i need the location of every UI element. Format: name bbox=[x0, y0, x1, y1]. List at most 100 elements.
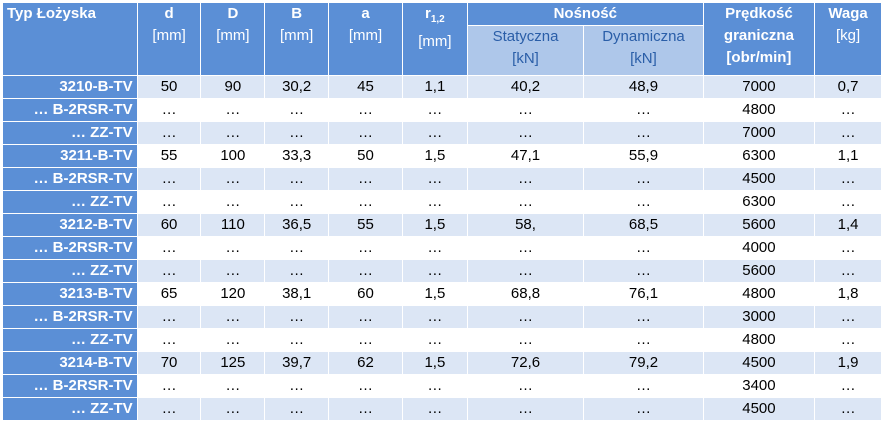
table-row: 3214-B-TV 70 125 39,7 62 1,5 72,6 79,2 4500 1,9 bbox=[2, 351, 882, 375]
row-type-cell: … ZZ-TV bbox=[2, 397, 138, 421]
cell-D: 125 bbox=[200, 351, 266, 375]
cell-B: … bbox=[264, 328, 330, 352]
header-speed-line1: Prędkość bbox=[725, 5, 793, 22]
row-type-cell: 3213-B-TV bbox=[2, 282, 138, 306]
cell-D: … bbox=[200, 328, 266, 352]
table-row: … B-2RSR-TV………………… 3000… bbox=[2, 305, 882, 329]
cell-weight: 1,8 bbox=[814, 282, 882, 306]
cell-d: 50 bbox=[136, 75, 202, 99]
header-weight-label: Waga bbox=[828, 5, 868, 22]
table-body: 3210-B-TV 50 90 30,2 45 1,1 40,2 48,9 7000 0,7… B… bbox=[2, 75, 882, 421]
row-type-cell: 3211-B-TV bbox=[2, 144, 138, 168]
cell-r: … bbox=[401, 305, 468, 329]
cell-B: … bbox=[264, 121, 330, 145]
cell-dyn: … bbox=[583, 190, 704, 214]
header-dynamic-label: Dynamiczna bbox=[602, 28, 685, 45]
cell-speed: 4500 bbox=[702, 167, 816, 191]
cell-weight: 1,4 bbox=[814, 213, 882, 237]
cell-d: … bbox=[136, 98, 202, 122]
cell-r: … bbox=[401, 98, 468, 122]
cell-r: 1,5 bbox=[401, 351, 468, 375]
cell-speed: 6300 bbox=[702, 144, 816, 168]
cell-B: … bbox=[264, 374, 330, 398]
cell-B: … bbox=[264, 397, 330, 421]
cell-speed: 4500 bbox=[702, 351, 816, 375]
table-row: … ZZ-TV………………… 5600… bbox=[2, 259, 882, 283]
cell-dyn: … bbox=[583, 259, 704, 283]
cell-dyn: … bbox=[583, 236, 704, 260]
cell-speed: 7000 bbox=[702, 121, 816, 145]
cell-speed: 4500 bbox=[702, 397, 816, 421]
cell-speed: 4800 bbox=[702, 98, 816, 122]
cell-B: … bbox=[264, 259, 330, 283]
cell-speed: 4800 bbox=[702, 328, 816, 352]
cell-speed: 5600 bbox=[702, 259, 816, 283]
cell-dyn: 68,5 bbox=[583, 213, 704, 237]
cell-B: … bbox=[264, 236, 330, 260]
row-type-cell: … B-2RSR-TV bbox=[2, 98, 138, 122]
cell-stat: … bbox=[466, 328, 585, 352]
cell-d: … bbox=[136, 190, 202, 214]
cell-D: … bbox=[200, 121, 266, 145]
cell-dyn: 79,2 bbox=[583, 351, 704, 375]
cell-dyn: … bbox=[583, 305, 704, 329]
cell-a: 55 bbox=[328, 213, 403, 237]
cell-B: … bbox=[264, 305, 330, 329]
cell-B: … bbox=[264, 98, 330, 122]
row-type-cell: … B-2RSR-TV bbox=[2, 374, 138, 398]
row-type-cell: 3212-B-TV bbox=[2, 213, 138, 237]
cell-dyn: … bbox=[583, 397, 704, 421]
cell-dyn: … bbox=[583, 328, 704, 352]
cell-stat: … bbox=[466, 397, 585, 421]
cell-d: 55 bbox=[136, 144, 202, 168]
header-B-unit: [mm] bbox=[280, 27, 314, 44]
header-D-label: D bbox=[227, 5, 239, 22]
table-row: … B-2RSR-TV………………… 4800… bbox=[2, 98, 882, 122]
cell-B: 38,1 bbox=[264, 282, 330, 306]
cell-weight: … bbox=[814, 259, 882, 283]
cell-stat: … bbox=[466, 98, 585, 122]
cell-D: … bbox=[200, 167, 266, 191]
cell-a: … bbox=[328, 121, 403, 145]
cell-stat: … bbox=[466, 236, 585, 260]
cell-d: … bbox=[136, 121, 202, 145]
row-type-cell: … ZZ-TV bbox=[2, 121, 138, 145]
cell-d: … bbox=[136, 167, 202, 191]
header-speed: Prędkość graniczna [obr/min] bbox=[702, 2, 816, 76]
cell-dyn: … bbox=[583, 98, 704, 122]
header-static: Statyczna [kN] bbox=[466, 25, 585, 76]
table-row: … B-2RSR-TV………………… 4000… bbox=[2, 236, 882, 260]
cell-weight: … bbox=[814, 236, 882, 260]
cell-a: … bbox=[328, 305, 403, 329]
row-type-cell: … B-2RSR-TV bbox=[2, 167, 138, 191]
cell-B: 39,7 bbox=[264, 351, 330, 375]
cell-dyn: … bbox=[583, 167, 704, 191]
cell-speed: 4800 bbox=[702, 282, 816, 306]
row-type-cell: 3210-B-TV bbox=[2, 75, 138, 99]
cell-D: 120 bbox=[200, 282, 266, 306]
row-type-cell: … B-2RSR-TV bbox=[2, 305, 138, 329]
header-r-sub: 1,2 bbox=[430, 14, 445, 25]
header-dynamic: Dynamiczna [kN] bbox=[583, 25, 704, 76]
cell-speed: 3400 bbox=[702, 374, 816, 398]
cell-a: … bbox=[328, 259, 403, 283]
header-static-label: Statyczna bbox=[492, 28, 559, 45]
cell-B: 33,3 bbox=[264, 144, 330, 168]
cell-a: … bbox=[328, 374, 403, 398]
cell-dyn: … bbox=[583, 121, 704, 145]
cell-r: … bbox=[401, 374, 468, 398]
header-r-label: r bbox=[425, 5, 431, 22]
cell-d: … bbox=[136, 236, 202, 260]
table-row: 3210-B-TV 50 90 30,2 45 1,1 40,2 48,9 7000 0,7 bbox=[2, 75, 882, 99]
cell-dyn: 48,9 bbox=[583, 75, 704, 99]
cell-D: 100 bbox=[200, 144, 266, 168]
cell-r: 1,5 bbox=[401, 213, 468, 237]
cell-weight: 1,9 bbox=[814, 351, 882, 375]
cell-r: … bbox=[401, 167, 468, 191]
row-type-cell: … ZZ-TV bbox=[2, 259, 138, 283]
cell-r: … bbox=[401, 190, 468, 214]
cell-a: … bbox=[328, 167, 403, 191]
cell-d: 65 bbox=[136, 282, 202, 306]
cell-D: … bbox=[200, 259, 266, 283]
cell-d: 70 bbox=[136, 351, 202, 375]
